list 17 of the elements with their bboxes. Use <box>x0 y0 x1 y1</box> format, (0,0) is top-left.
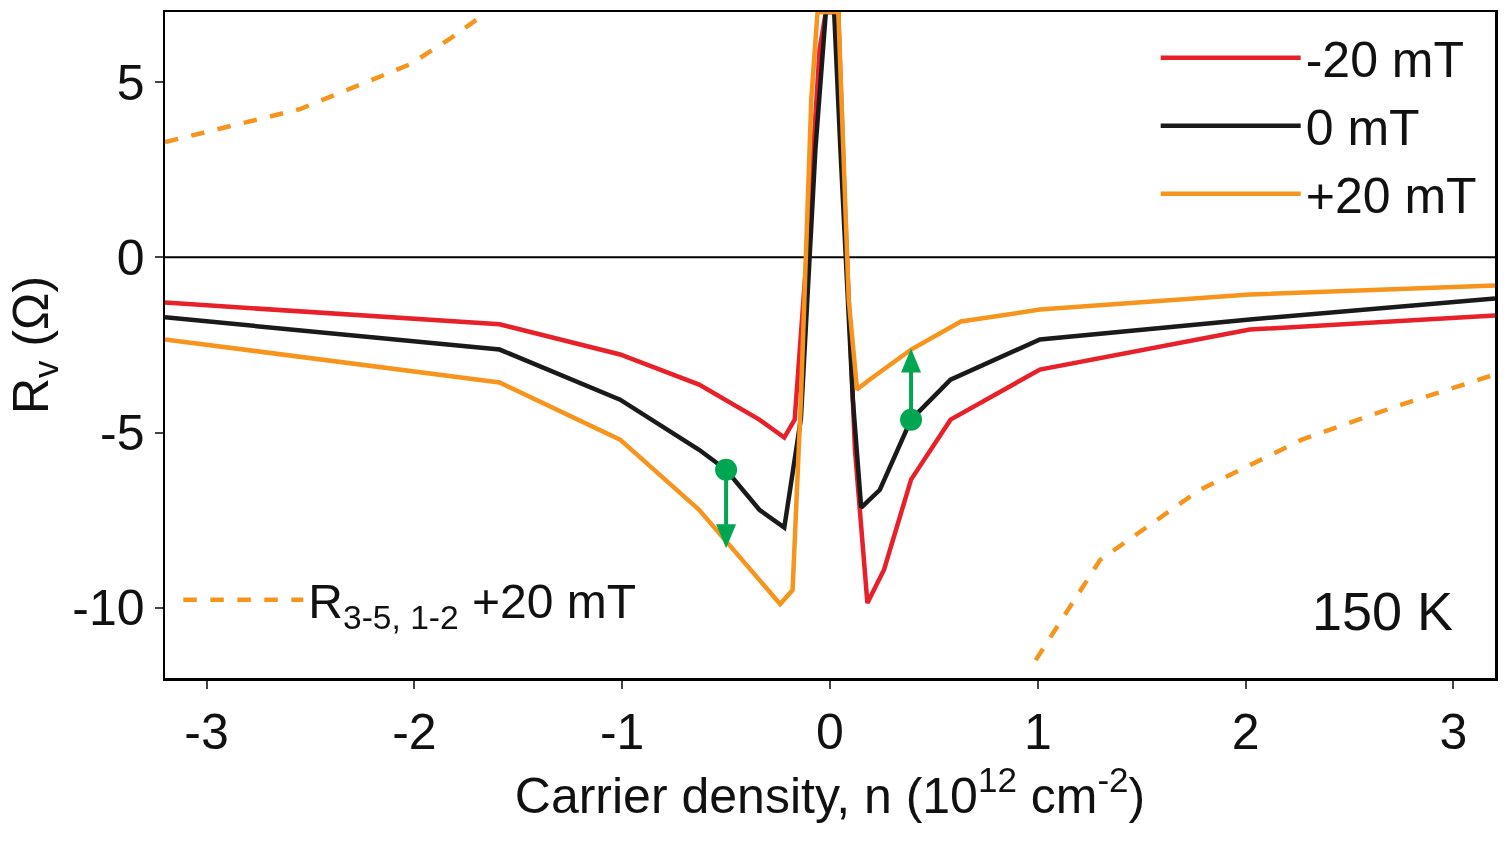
y-tick-label: -10 <box>72 580 145 637</box>
x-tick-label: -2 <box>392 703 437 760</box>
y-tick-label: 0 <box>116 229 145 286</box>
x-axis-title: Carrier density, n (10$^{12}$ cm$^{-2}$) <box>514 759 1146 824</box>
y-tick-label: 5 <box>116 54 145 111</box>
x-tick-label: 2 <box>1231 703 1260 760</box>
legend-label: R$_{3-5, 1-2}$ +20 mT <box>308 575 637 636</box>
annotation: 150 K <box>1312 581 1454 641</box>
legend-label: 0 mT <box>1305 100 1420 157</box>
legend-label: +20 mT <box>1305 168 1477 225</box>
x-tick-label: 0 <box>816 703 844 760</box>
x-tick-label: 1 <box>1023 703 1052 760</box>
y-tick-label: -5 <box>100 405 145 462</box>
x-tick-label: 3 <box>1439 703 1468 760</box>
x-tick-label: -3 <box>184 703 229 760</box>
legend-label: -20 mT <box>1305 32 1465 89</box>
x-tick-label: -1 <box>599 703 645 760</box>
